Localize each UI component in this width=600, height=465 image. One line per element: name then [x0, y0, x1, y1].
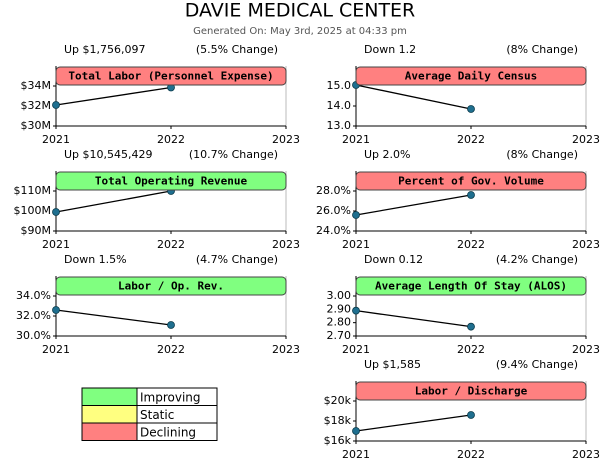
change-text: Down 0.12 [364, 253, 423, 266]
x-tick-label: 2022 [157, 343, 185, 356]
y-tick-label: $90M [21, 224, 52, 237]
y-tick-label: 3.00 [327, 289, 352, 302]
banner-title: Total Labor (Personnel Expense) [68, 70, 273, 83]
page-subtitle: Generated On: May 3rd, 2025 at 04:33 pm [193, 26, 407, 37]
y-tick-label: $30M [21, 119, 52, 132]
x-tick-label: 2023 [272, 343, 300, 356]
x-tick-label: 2021 [42, 238, 70, 251]
change-text: Down 1.2 [364, 43, 416, 56]
status-banner [355, 66, 587, 86]
status-banner [55, 276, 287, 296]
legend-label: Static [140, 408, 174, 422]
y-tick-label: 14.0 [327, 99, 352, 112]
data-point [352, 427, 360, 435]
x-tick-label: 2022 [457, 448, 485, 461]
y-tick-label: $20k [324, 394, 352, 407]
data-point [52, 101, 60, 109]
percent-change-text: (10.7% Change) [189, 148, 278, 161]
legend-label: Declining [140, 425, 196, 439]
banner-title: Average Daily Census [405, 70, 537, 83]
x-tick-label: 2021 [342, 238, 370, 251]
percent-change-text: (8% Change) [506, 43, 578, 56]
banner-title: Average Length Of Stay (ALOS) [375, 280, 567, 293]
y-tick-label: 24.0% [316, 224, 351, 237]
x-tick-label: 2023 [272, 238, 300, 251]
legend-cell [136, 422, 218, 441]
change-text: Up $1,585 [364, 358, 421, 371]
percent-change-text: (4.7% Change) [196, 253, 278, 266]
x-tick-label: 2022 [457, 343, 485, 356]
y-tick-label: 13.0 [327, 119, 352, 132]
change-text: Up $10,545,429 [64, 148, 153, 161]
status-banner [355, 276, 587, 296]
data-point [52, 208, 60, 216]
y-tick-label: $110M [14, 184, 52, 197]
y-tick-label: 15.0 [327, 79, 352, 92]
trend-line [55, 86, 172, 106]
y-tick-label: 2.70 [327, 329, 352, 342]
status-banner [55, 66, 287, 86]
trend-line [355, 414, 472, 432]
x-tick-label: 2022 [457, 238, 485, 251]
x-tick-label: 2021 [42, 133, 70, 146]
y-tick-label: 2.90 [327, 302, 352, 315]
banner-title: Percent of Gov. Volume [398, 175, 544, 188]
x-tick-label: 2023 [572, 238, 600, 251]
y-tick-label: $100M [14, 204, 52, 217]
percent-change-text: (8% Change) [506, 148, 578, 161]
change-text: Down 1.5% [64, 253, 127, 266]
x-tick-label: 2023 [572, 133, 600, 146]
change-text: Up $1,756,097 [64, 43, 146, 56]
data-point [467, 411, 475, 419]
y-tick-label: 2.80 [327, 316, 352, 329]
x-tick-label: 2021 [342, 133, 370, 146]
data-point [467, 322, 475, 331]
status-banner [55, 171, 287, 191]
trend-line [355, 194, 472, 216]
trend-line [355, 84, 472, 110]
x-tick-label: 2021 [342, 343, 370, 356]
banner-title: Labor / Discharge [415, 385, 528, 398]
data-point [352, 211, 360, 219]
y-tick-label: $18k [324, 414, 352, 427]
y-tick-label: $34M [21, 79, 52, 92]
y-tick-label: 34.0% [16, 289, 51, 302]
x-tick-label: 2023 [572, 448, 600, 461]
y-tick-label: 32.0% [16, 309, 51, 322]
x-tick-label: 2022 [157, 238, 185, 251]
legend-swatch [81, 405, 138, 424]
percent-change-text: (4.2% Change) [496, 253, 578, 266]
banner-title: Labor / Op. Rev. [118, 280, 224, 293]
percent-change-text: (5.5% Change) [196, 43, 278, 56]
y-tick-label: 26.0% [316, 204, 351, 217]
y-tick-label: 28.0% [316, 184, 351, 197]
x-tick-label: 2023 [572, 343, 600, 356]
change-text: Up 2.0% [364, 148, 410, 161]
data-point [52, 306, 60, 314]
page-title: DAVIE MEDICAL CENTER [185, 0, 416, 22]
status-banner [355, 171, 587, 191]
y-tick-label: $16k [324, 434, 352, 447]
legend-swatch [81, 387, 138, 406]
data-point [467, 105, 475, 113]
data-point [352, 306, 360, 315]
x-tick-label: 2022 [457, 133, 485, 146]
status-banner [355, 381, 587, 401]
banner-title: Total Operating Revenue [95, 175, 248, 188]
legend-swatch [81, 422, 138, 441]
y-tick-label: 30.0% [16, 329, 51, 342]
y-tick-label: $32M [21, 99, 52, 112]
trend-line [355, 310, 472, 328]
percent-change-text: (9.4% Change) [496, 358, 578, 371]
x-tick-label: 2021 [42, 343, 70, 356]
legend-label: Improving [140, 390, 201, 404]
x-tick-label: 2021 [342, 448, 370, 461]
data-point [167, 321, 175, 329]
data-point [467, 191, 475, 199]
x-tick-label: 2022 [157, 133, 185, 146]
x-tick-label: 2023 [272, 133, 300, 146]
trend-line [55, 309, 172, 326]
trend-line [55, 190, 172, 213]
